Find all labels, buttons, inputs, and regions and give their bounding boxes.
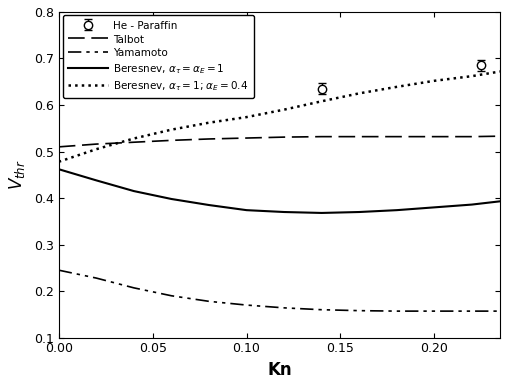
Beresnev, $\alpha_{\tau} = \alpha_E = 1$ [243,208,249,212]
Beresnev, $\alpha_{\tau} = 1$; $\alpha_E = 0.4$ [431,78,438,83]
Beresnev, $\alpha_{\tau} = \alpha_E = 1$ [318,211,324,215]
Talbot [394,134,400,139]
Beresnev, $\alpha_{\tau} = \alpha_E = 1$ [131,189,137,193]
Yamamoto [469,309,475,313]
Talbot [56,145,62,149]
Beresnev, $\alpha_{\tau} = 1$; $\alpha_E = 0.4$ [281,107,287,112]
Beresnev, $\alpha_{\tau} = 1$; $\alpha_E = 0.4$ [497,69,503,74]
Beresnev, $\alpha_{\tau} = \alpha_E = 1$ [281,210,287,214]
Beresnev, $\alpha_{\tau} = 1$; $\alpha_E = 0.4$ [168,127,174,132]
Talbot [497,134,503,139]
Yamamoto [206,299,212,304]
Line: Yamamoto: Yamamoto [59,270,500,311]
Yamamoto [168,293,174,298]
Talbot [281,135,287,139]
Talbot [206,137,212,141]
Yamamoto [281,306,287,310]
Yamamoto [394,309,400,313]
Talbot [469,134,475,139]
Yamamoto [131,286,137,290]
Beresnev, $\alpha_{\tau} = \alpha_E = 1$ [56,167,62,171]
Beresnev, $\alpha_{\tau} = \alpha_E = 1$ [431,205,438,210]
Beresnev, $\alpha_{\tau} = \alpha_E = 1$ [497,199,503,204]
Beresnev, $\alpha_{\tau} = 1$; $\alpha_E = 0.4$ [206,120,212,125]
Talbot [356,134,363,139]
Beresnev, $\alpha_{\tau} = 1$; $\alpha_E = 0.4$ [56,159,62,164]
Talbot [243,136,249,141]
Yamamoto [318,307,324,312]
Talbot [93,142,99,146]
X-axis label: Kn: Kn [267,361,292,379]
Beresnev, $\alpha_{\tau} = 1$; $\alpha_E = 0.4$ [131,136,137,141]
Line: Beresnev, $\alpha_{\tau} = 1$; $\alpha_E = 0.4$: Beresnev, $\alpha_{\tau} = 1$; $\alpha_E… [59,71,500,162]
Beresnev, $\alpha_{\tau} = 1$; $\alpha_E = 0.4$ [356,91,363,96]
Beresnev, $\alpha_{\tau} = \alpha_E = 1$ [356,210,363,214]
Beresnev, $\alpha_{\tau} = \alpha_E = 1$ [168,197,174,201]
Yamamoto [356,308,363,313]
Beresnev, $\alpha_{\tau} = \alpha_E = 1$ [206,203,212,207]
Yamamoto [93,276,99,280]
Y-axis label: $V_{thr}$: $V_{thr}$ [7,159,27,190]
Talbot [318,134,324,139]
Yamamoto [56,268,62,273]
Beresnev, $\alpha_{\tau} = \alpha_E = 1$ [93,178,99,183]
Beresnev, $\alpha_{\tau} = 1$; $\alpha_E = 0.4$ [318,99,324,103]
Beresnev, $\alpha_{\tau} = 1$; $\alpha_E = 0.4$ [243,115,249,119]
Yamamoto [431,309,438,313]
Talbot [131,140,137,144]
Beresnev, $\alpha_{\tau} = \alpha_E = 1$ [394,208,400,212]
Yamamoto [243,303,249,307]
Line: Talbot: Talbot [59,136,500,147]
Yamamoto [497,309,503,313]
Beresnev, $\alpha_{\tau} = 1$; $\alpha_E = 0.4$ [469,74,475,78]
Legend: He - Paraffin, Talbot, Yamamoto, Beresnev, $\alpha_{\tau} = \alpha_E = 1$, Beres: He - Paraffin, Talbot, Yamamoto, Beresne… [63,15,254,98]
Talbot [431,134,438,139]
Beresnev, $\alpha_{\tau} = \alpha_E = 1$ [469,202,475,207]
Beresnev, $\alpha_{\tau} = 1$; $\alpha_E = 0.4$ [394,85,400,89]
Line: Beresnev, $\alpha_{\tau} = \alpha_E = 1$: Beresnev, $\alpha_{\tau} = \alpha_E = 1$ [59,169,500,213]
Beresnev, $\alpha_{\tau} = 1$; $\alpha_E = 0.4$ [93,147,99,152]
Talbot [168,138,174,143]
